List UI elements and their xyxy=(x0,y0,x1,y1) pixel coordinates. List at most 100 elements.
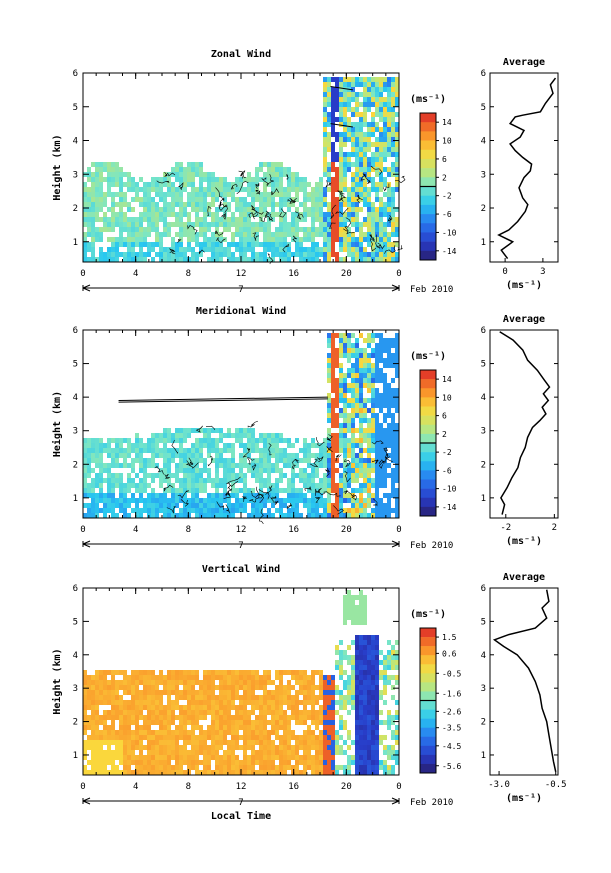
x-tick-label: 8 xyxy=(186,525,191,535)
profile-y-tick-label: 4 xyxy=(481,651,486,661)
colorbar-swatch xyxy=(420,140,436,151)
colorbar-swatch xyxy=(420,700,436,710)
colorbar-swatch xyxy=(420,177,436,187)
colorbar-tick-label: -1.6 xyxy=(442,689,461,698)
y-axis-label: Height (km) xyxy=(51,391,63,457)
colorbar-swatch xyxy=(420,241,436,252)
x-tick-label: 16 xyxy=(288,782,299,792)
y-tick-label: 2 xyxy=(73,718,78,728)
colorbar-swatch xyxy=(420,479,436,489)
colorbar-tick-label: 6 xyxy=(442,412,447,421)
colorbar-tick-label: -6 xyxy=(442,210,452,219)
y-tick-label: 3 xyxy=(73,170,78,180)
profile-y-tick-label: 3 xyxy=(481,427,486,437)
units-label: (ms⁻¹) xyxy=(410,351,446,362)
colorbar-swatch xyxy=(420,223,436,233)
colorbar-swatch xyxy=(420,122,436,132)
y-tick-label: 1 xyxy=(73,494,78,504)
colorbar-swatch xyxy=(420,250,436,261)
x-tick-label: 4 xyxy=(133,269,138,279)
colorbar-swatch xyxy=(420,655,436,665)
profile-y-tick-label: 6 xyxy=(481,326,486,336)
units-label: (ms⁻¹) xyxy=(410,94,446,105)
x-tick-label: 0 xyxy=(396,782,401,792)
x-tick-label: 20 xyxy=(341,782,352,792)
y-tick-label: 5 xyxy=(73,103,78,113)
heatmap-field xyxy=(83,590,399,775)
profile-frame xyxy=(489,329,559,519)
profile-y-tick-label: 5 xyxy=(481,103,486,113)
profile-frame xyxy=(489,72,559,263)
colorbar-swatch xyxy=(420,736,436,747)
date-label: 7 xyxy=(238,541,243,551)
colorbar-swatch xyxy=(420,646,436,656)
colorbar-tick-label: 10 xyxy=(442,137,452,146)
x-tick-label: 8 xyxy=(186,782,191,792)
y-axis-label: Height (km) xyxy=(51,134,63,200)
colorbar-tick-label: -10 xyxy=(442,228,457,237)
x-tick-label: 0 xyxy=(396,269,401,279)
y-tick-label: 3 xyxy=(73,684,78,694)
x-tick-label: 4 xyxy=(133,782,138,792)
colorbar-tick-label: 14 xyxy=(442,375,452,384)
y-tick-label: 3 xyxy=(73,427,78,437)
colorbar-swatch xyxy=(420,461,436,471)
profile-y-tick-label: 4 xyxy=(481,393,486,403)
heatmap-field xyxy=(83,77,399,262)
x-tick-label: 0 xyxy=(80,782,85,792)
y-tick-label: 1 xyxy=(73,751,78,761)
profile-y-tick-label: 3 xyxy=(481,170,486,180)
colorbar-swatch xyxy=(420,754,436,765)
x-tick-label: 8 xyxy=(186,269,191,279)
colorbar-tick-label: 14 xyxy=(442,118,452,127)
colorbar-swatch xyxy=(420,682,436,692)
contour-lines xyxy=(118,396,393,524)
profile-x-tick-label: 2 xyxy=(552,523,557,533)
y-tick-label: 4 xyxy=(73,393,78,403)
profile-x-tick-label: -3.0 xyxy=(488,780,510,790)
x-tick-label: 0 xyxy=(396,525,401,535)
panel-title: Meridional Wind xyxy=(196,305,286,317)
colorbar-swatch xyxy=(420,406,436,416)
y-tick-label: 6 xyxy=(73,69,78,79)
profile-frame xyxy=(489,587,559,776)
colorbar-tick-label: -14 xyxy=(442,503,457,512)
colorbar-swatch xyxy=(420,214,436,224)
x-tick-label: 0 xyxy=(80,525,85,535)
colorbar-swatch xyxy=(420,186,436,196)
x-tick-label: 12 xyxy=(236,269,247,279)
profile-title: Average xyxy=(503,314,545,325)
colorbar-swatch xyxy=(420,424,436,435)
profile-y-tick-label: 1 xyxy=(481,751,486,761)
colorbar-tick-label: 10 xyxy=(442,393,452,402)
colorbar-swatch xyxy=(420,691,436,701)
month-label: Feb 2010 xyxy=(410,798,453,808)
profile-y-tick-label: 2 xyxy=(481,718,486,728)
profile-y-tick-label: 1 xyxy=(481,494,486,504)
x-axis-label: Local Time xyxy=(211,810,271,822)
profile-title: Average xyxy=(503,57,545,68)
profile-y-tick-label: 3 xyxy=(481,684,486,694)
profile-x-label: (ms⁻¹) xyxy=(506,280,542,291)
profile-line xyxy=(497,77,557,260)
y-tick-label: 6 xyxy=(73,326,78,336)
profile-y-tick-label: 6 xyxy=(481,69,486,79)
colorbar-swatch xyxy=(420,443,436,453)
y-tick-label: 5 xyxy=(73,617,78,627)
colorbar-swatch xyxy=(420,664,436,674)
x-tick-label: 16 xyxy=(288,269,299,279)
units-label: (ms⁻¹) xyxy=(410,609,446,620)
x-tick-label: 4 xyxy=(133,525,138,535)
profile-x-label: (ms⁻¹) xyxy=(506,793,542,804)
colorbar-tick-label: -0.5 xyxy=(442,669,461,678)
colorbar-swatch xyxy=(420,718,436,728)
colorbar-swatch xyxy=(420,673,436,683)
colorbar-swatch xyxy=(420,745,436,756)
colorbar-swatch xyxy=(420,370,436,380)
x-tick-label: 0 xyxy=(80,269,85,279)
panel-title: Vertical Wind xyxy=(202,563,280,575)
colorbar-swatch xyxy=(420,497,436,508)
